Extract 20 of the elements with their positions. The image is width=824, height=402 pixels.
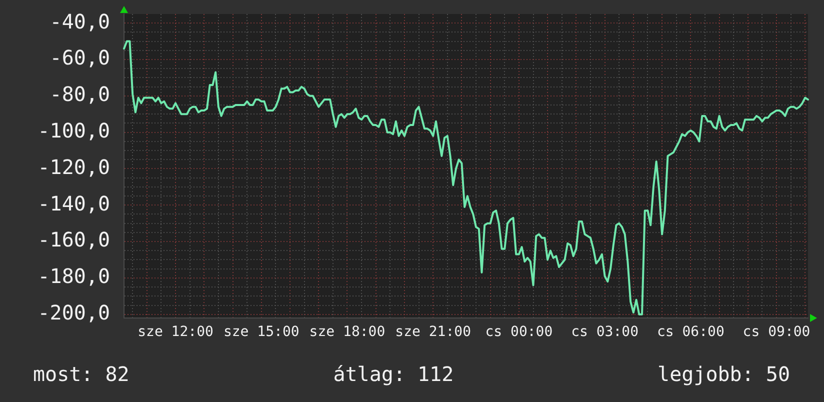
y-tick-label: -100,0 <box>38 118 110 143</box>
x-tick-label: cs 03:00 <box>571 324 639 340</box>
y-tick-label: -160,0 <box>38 228 110 252</box>
y-tick-label: -60,0 <box>50 46 110 70</box>
x-tick-label: cs 06:00 <box>656 324 724 340</box>
x-tick-label: cs 09:00 <box>742 324 810 340</box>
x-tick-label: sze 21:00 <box>395 324 472 340</box>
y-tick-label: -40,0 <box>50 9 110 34</box>
text: legjobb: 50 <box>658 362 790 386</box>
y-tick-label: -180,0 <box>38 264 110 288</box>
y-tick-label: -140,0 <box>38 191 110 216</box>
y-tick-label: -80,0 <box>50 82 110 106</box>
y-tick-label: -200,0 <box>38 300 110 325</box>
x-tick-label: sze 12:00 <box>138 324 214 340</box>
x-tick-label: cs 00:00 <box>485 324 553 340</box>
y-tick-label: -120,0 <box>38 154 110 179</box>
text: átlag: 112 <box>333 362 454 386</box>
x-tick-label: sze 15:00 <box>223 324 300 340</box>
text: most: 82 <box>33 362 130 386</box>
x-tick-label: sze 18:00 <box>309 324 386 340</box>
